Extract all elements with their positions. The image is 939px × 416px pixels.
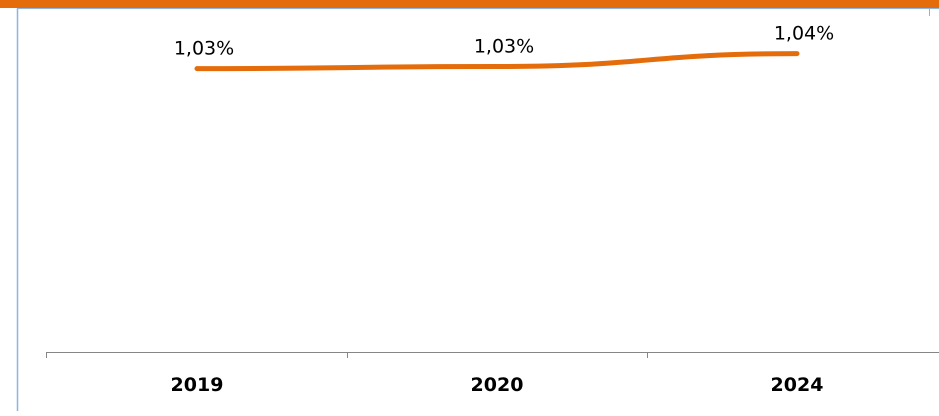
x-tick-label-2020: 2020 [471, 374, 524, 396]
top-accent-bar [0, 0, 939, 8]
x-axis [46, 352, 939, 358]
data-label-2019: 1,03% [174, 38, 234, 60]
series-line [194, 51, 800, 72]
x-tick-label-group: 2019 2020 2024 [171, 374, 824, 396]
data-label-group: 1,03% 1,03% 1,04% [174, 23, 834, 60]
x-tick-label-2024: 2024 [771, 374, 824, 396]
series-group [194, 51, 800, 72]
data-label-2020: 1,03% [474, 35, 534, 57]
data-label-2024: 1,04% [774, 23, 834, 45]
x-tick-label-2019: 2019 [171, 374, 224, 396]
